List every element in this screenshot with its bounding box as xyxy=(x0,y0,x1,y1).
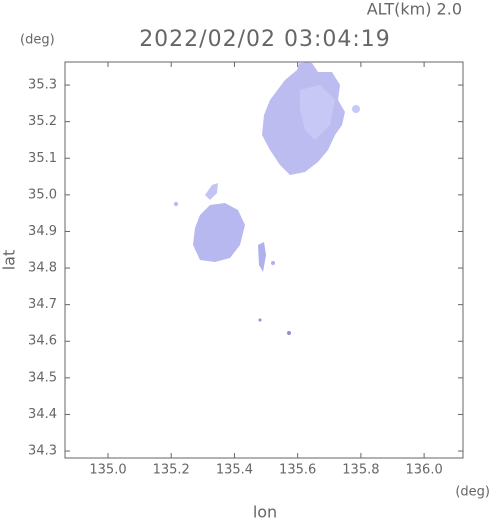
plot-frame xyxy=(64,61,464,459)
echo-area xyxy=(193,203,245,262)
echo-area xyxy=(258,318,262,322)
echo-area xyxy=(174,202,178,206)
x-axis-label: lon xyxy=(253,503,277,521)
echo-area xyxy=(300,85,335,140)
echo-area xyxy=(287,331,291,335)
x-tick-label: 135.0 xyxy=(89,463,126,478)
chart-title: 2022/02/02 03:04:19 xyxy=(139,27,391,52)
x-tick-label: 135.8 xyxy=(342,463,379,478)
subtitle: ALT(km) 2.0 xyxy=(367,0,462,19)
y-tick-label: 34.4 xyxy=(28,407,57,422)
y-tick-label: 35.0 xyxy=(28,187,57,202)
y-tick-label: 34.3 xyxy=(28,444,57,459)
y-tick-label: 34.5 xyxy=(28,370,57,385)
echo-area xyxy=(258,242,266,272)
y-tick-label: 34.9 xyxy=(28,224,57,239)
y-tick-label: 34.8 xyxy=(28,261,57,276)
y-unit: (deg) xyxy=(20,33,55,48)
y-tick-label: 34.6 xyxy=(28,334,57,349)
x-tick-label: 136.0 xyxy=(406,463,443,478)
x-unit: (deg) xyxy=(455,485,490,500)
y-tick-label: 34.7 xyxy=(28,297,57,312)
y-tick-label: 35.3 xyxy=(28,78,57,93)
echo-area xyxy=(271,261,275,265)
echo-area xyxy=(352,105,360,113)
x-tick-label: 135.2 xyxy=(153,463,190,478)
x-tick-label: 135.4 xyxy=(216,463,253,478)
x-tick-label: 135.6 xyxy=(279,463,316,478)
y-axis-label: lat xyxy=(0,250,19,271)
echo-area xyxy=(205,183,218,200)
y-tick-label: 35.1 xyxy=(28,151,57,166)
y-tick-label: 35.2 xyxy=(28,114,57,129)
echo-areas xyxy=(174,62,360,335)
